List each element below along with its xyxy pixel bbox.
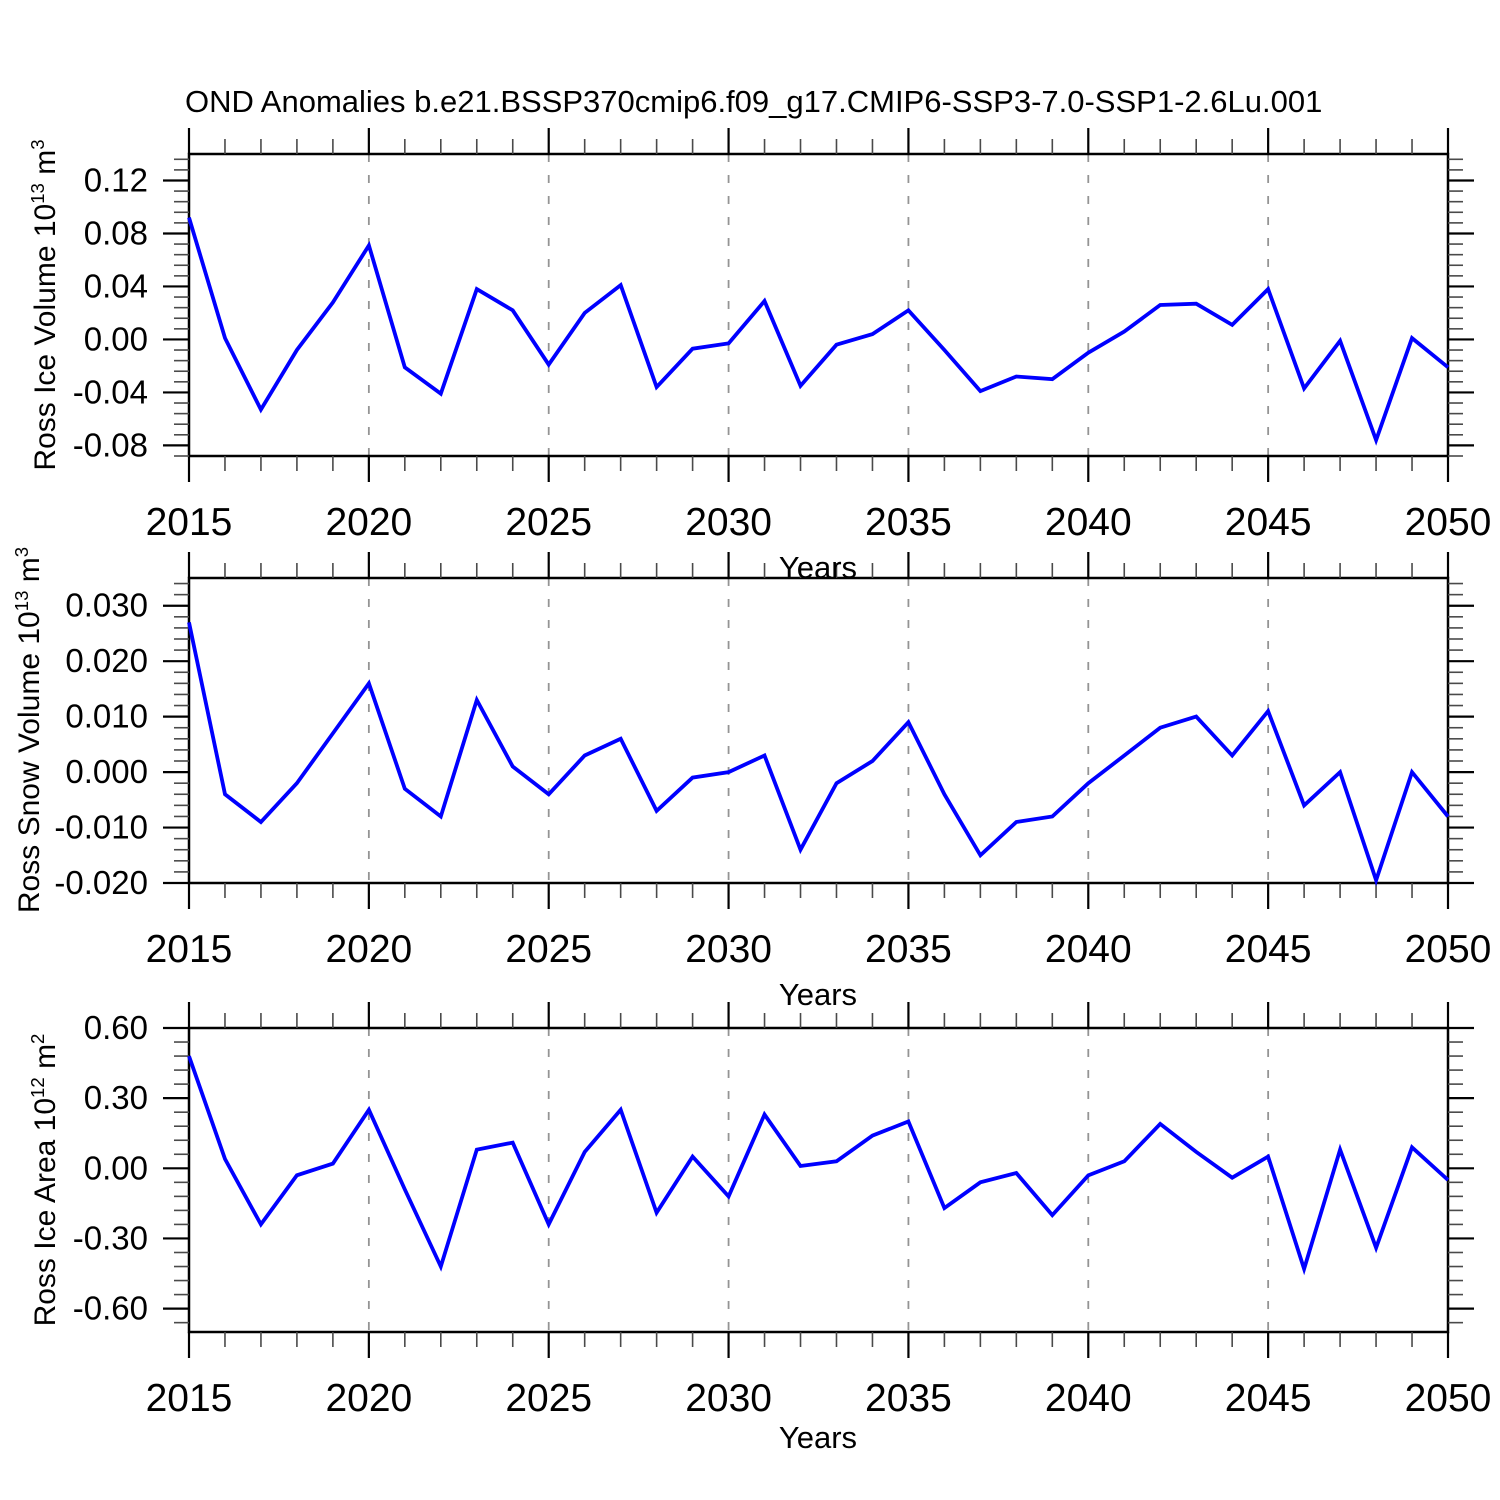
- panel1-y-tick-label: 0.12: [84, 161, 148, 198]
- panel3-frame: [187, 1026, 1450, 1334]
- panel1-series-line: [187, 217, 1450, 446]
- panel1-x-tick-label: 2025: [505, 501, 592, 544]
- panel1-x-tick-label: 2020: [325, 501, 412, 544]
- panel1-y-axis-label-text: Ross Ice Volume 10: [29, 203, 62, 471]
- panel1-y-axis-label: Ross Ice Volume 1013 m3: [18, 105, 62, 505]
- panel2-y-axis-unit: m: [13, 557, 46, 591]
- panel2-x-tick-label: 2015: [146, 928, 233, 971]
- panel2-x-tick-label: 2035: [865, 928, 952, 971]
- panel2-frame: [187, 576, 1450, 885]
- panel1-x-tick-label: 2050: [1405, 501, 1492, 544]
- panel3-x-tick-label: 2045: [1225, 1377, 1312, 1420]
- panel2-y-tick-label: 0.000: [65, 753, 148, 790]
- panel1-x-tick-label: 2030: [685, 501, 772, 544]
- panel3-x-tick-label: 2040: [1045, 1377, 1132, 1420]
- panel3-y-axis-label: Ross Ice Area 1012 m2: [18, 980, 62, 1380]
- panel3-y-axis-unit-exponent: 2: [27, 1033, 48, 1044]
- panel1-y-axis-unit: m: [29, 149, 62, 184]
- panel2-x-tick-label: 2040: [1045, 928, 1132, 971]
- panel2-y-tick-label: -0.020: [54, 864, 148, 901]
- panel1-y-axis-exponent: 13: [27, 183, 48, 204]
- panel2-x-tick-label: 2030: [685, 928, 772, 971]
- panel3-y-axis-label-text: Ross Ice Area 10: [29, 1097, 62, 1327]
- panel3-y-axis-unit: m: [29, 1043, 62, 1078]
- panel2-series-line: [187, 622, 1450, 887]
- panel1-x-tick-label: 2045: [1225, 501, 1312, 544]
- panel1-x-tick-label: 2015: [146, 501, 233, 544]
- panel3-y-tick-label: 0.60: [84, 1009, 148, 1046]
- panel3-x-tick-label: 2015: [146, 1377, 233, 1420]
- panel1-x-axis-label: Years: [778, 550, 858, 585]
- panel1-x-tick-label: 2040: [1045, 501, 1132, 544]
- panel1-frame: [187, 152, 1450, 458]
- panel2-y-tick-label: 0.010: [65, 698, 148, 735]
- panel3-x-tick-label: 2035: [865, 1377, 952, 1420]
- panel3-y-tick-label: -0.30: [73, 1219, 148, 1256]
- panel2-y-axis-exponent: 13: [11, 590, 32, 612]
- panel2-x-axis-label: Years: [778, 977, 858, 1012]
- panel1-y-tick-label: -0.08: [73, 426, 148, 463]
- panel3-x-tick-label: 2025: [505, 1377, 592, 1420]
- panel3-y-tick-label: -0.60: [73, 1290, 148, 1327]
- panel2-x-tick-label: 2025: [505, 928, 592, 971]
- page-title: OND Anomalies b.e21.BSSP370cmip6.f09_g17…: [185, 84, 1323, 119]
- panel3-x-tick-label: 2030: [685, 1377, 772, 1420]
- panel2-y-axis-label: Ross Snow Volume 1013 m3: [2, 530, 46, 930]
- panel3-y-tick-label: 0.30: [84, 1079, 148, 1116]
- panel2-y-tick-label: -0.010: [54, 809, 148, 846]
- panel2-x-tick-label: 2020: [325, 928, 412, 971]
- panel2-x-tick-label: 2050: [1405, 928, 1492, 971]
- panel3-x-tick-label: 2020: [325, 1377, 412, 1420]
- panel1-y-tick-label: -0.04: [73, 373, 148, 410]
- panel2-y-axis-unit-exponent: 3: [11, 546, 32, 558]
- panel2-x-tick-label: 2045: [1225, 928, 1312, 971]
- panel1-y-tick-label: 0.08: [84, 214, 148, 251]
- panel2-y-tick-label: 0.030: [65, 587, 148, 624]
- panel1-x-tick-label: 2035: [865, 501, 952, 544]
- panel3-y-axis-exponent: 12: [27, 1077, 48, 1098]
- panel2-y-axis-label-text: Ross Snow Volume 10: [13, 611, 46, 914]
- panel3-x-tick-label: 2050: [1405, 1377, 1492, 1420]
- panel2-y-tick-label: 0.020: [65, 642, 148, 679]
- panel1-y-tick-label: 0.04: [84, 267, 148, 304]
- panel3-x-axis-label: Years: [778, 1420, 858, 1455]
- panel3-y-tick-label: 0.00: [84, 1149, 148, 1186]
- panel3-series-line: [187, 1055, 1450, 1276]
- panel1-y-tick-label: 0.00: [84, 320, 148, 357]
- panel1-y-axis-unit-exponent: 3: [27, 139, 48, 150]
